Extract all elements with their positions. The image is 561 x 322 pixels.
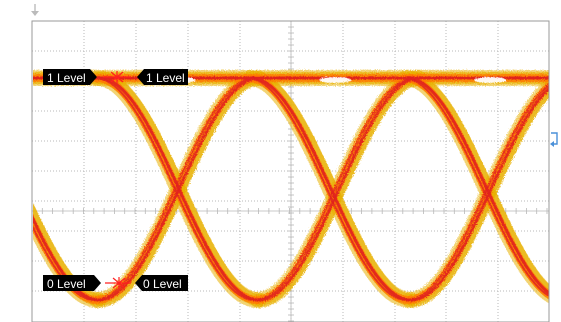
one-level-marker-right[interactable]: 1 Level bbox=[137, 69, 188, 85]
eye-pattern-trace bbox=[33, 70, 549, 308]
trace-hotspot bbox=[319, 77, 351, 83]
zero-level-marker-right[interactable]: 0 Level bbox=[135, 275, 188, 291]
zero-level-marker-left[interactable]: 0 Level bbox=[43, 275, 101, 291]
one-level-right-label: 1 Level bbox=[146, 71, 185, 85]
trace-band-inner bbox=[97, 76, 261, 302]
one-level-marker-left[interactable]: 1 Level bbox=[43, 69, 97, 85]
trace-hotspot bbox=[474, 77, 506, 83]
trace-band-inner bbox=[257, 76, 421, 302]
down-arrow-icon bbox=[31, 4, 39, 16]
zero-level-left-label: 0 Level bbox=[47, 277, 86, 291]
trace-band-inner bbox=[94, 77, 256, 301]
trace-band-inner bbox=[249, 76, 413, 302]
zero-level-crosshair-icon bbox=[105, 277, 131, 289]
trace-band-inner bbox=[409, 86, 549, 302]
return-arrow-icon bbox=[550, 132, 558, 147]
trace-band-inner bbox=[254, 77, 416, 301]
trace-band-inner bbox=[402, 77, 549, 297]
trace-band-inner bbox=[246, 77, 408, 301]
trace-band-inner bbox=[406, 83, 549, 301]
one-level-crosshair-icon bbox=[103, 71, 131, 83]
zero-level-right-label: 0 Level bbox=[143, 277, 182, 291]
one-level-left-label: 1 Level bbox=[47, 71, 86, 85]
display-frame bbox=[31, 20, 550, 322]
